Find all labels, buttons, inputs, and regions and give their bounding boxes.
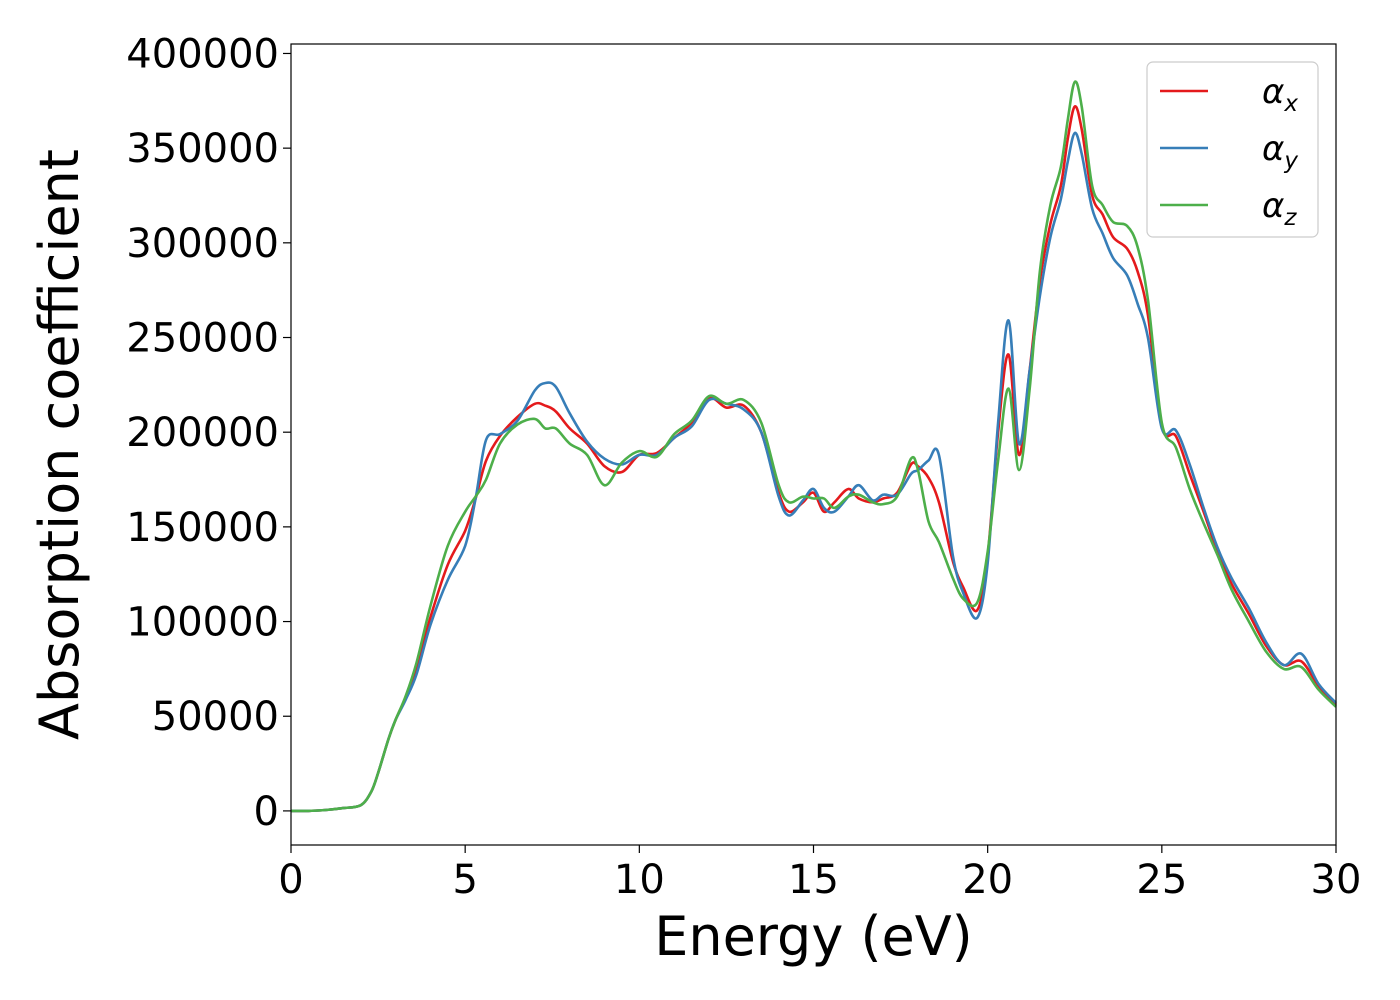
legend-box (1146, 61, 1319, 238)
series-line-alpha-z (290, 80, 1337, 813)
x-tick-label: 10 (614, 857, 665, 903)
legend-entry-label: αz (1262, 186, 1297, 231)
legend-entry-label: αx (1262, 72, 1298, 117)
y-axis-label: Absorption coefficient (28, 149, 91, 740)
y-tick-label: 400000 (126, 31, 279, 77)
x-tick-label: 0 (278, 857, 303, 903)
series-line-alpha-x (290, 105, 1337, 813)
y-axis-ticks: 0 50000 100000 150000 200000 250000 300000 3500… (126, 31, 291, 835)
x-tick-label: 15 (788, 857, 839, 903)
y-tick-label: 100000 (126, 600, 279, 646)
x-axis-ticks: 0 5 10 15 20 25 30 (278, 845, 1361, 903)
y-tick-label: 150000 (126, 505, 279, 551)
y-tick-label: 300000 (126, 221, 279, 267)
legend: αx αy αz (1146, 61, 1319, 238)
y-tick-label: 350000 (126, 126, 279, 172)
y-tick-label: 200000 (126, 410, 279, 456)
x-tick-label: 25 (1136, 857, 1187, 903)
x-axis-label: Energy (eV) (654, 905, 973, 968)
x-tick-label: 20 (962, 857, 1013, 903)
y-tick-label: 50000 (152, 694, 279, 740)
series-line-alpha-y (290, 131, 1337, 813)
legend-entry-label: αy (1262, 129, 1298, 174)
y-tick-label: 0 (254, 789, 279, 835)
y-tick-label: 250000 (126, 316, 279, 362)
x-tick-label: 5 (452, 857, 477, 903)
x-tick-label: 30 (1311, 857, 1362, 903)
series-layer (290, 80, 1337, 813)
